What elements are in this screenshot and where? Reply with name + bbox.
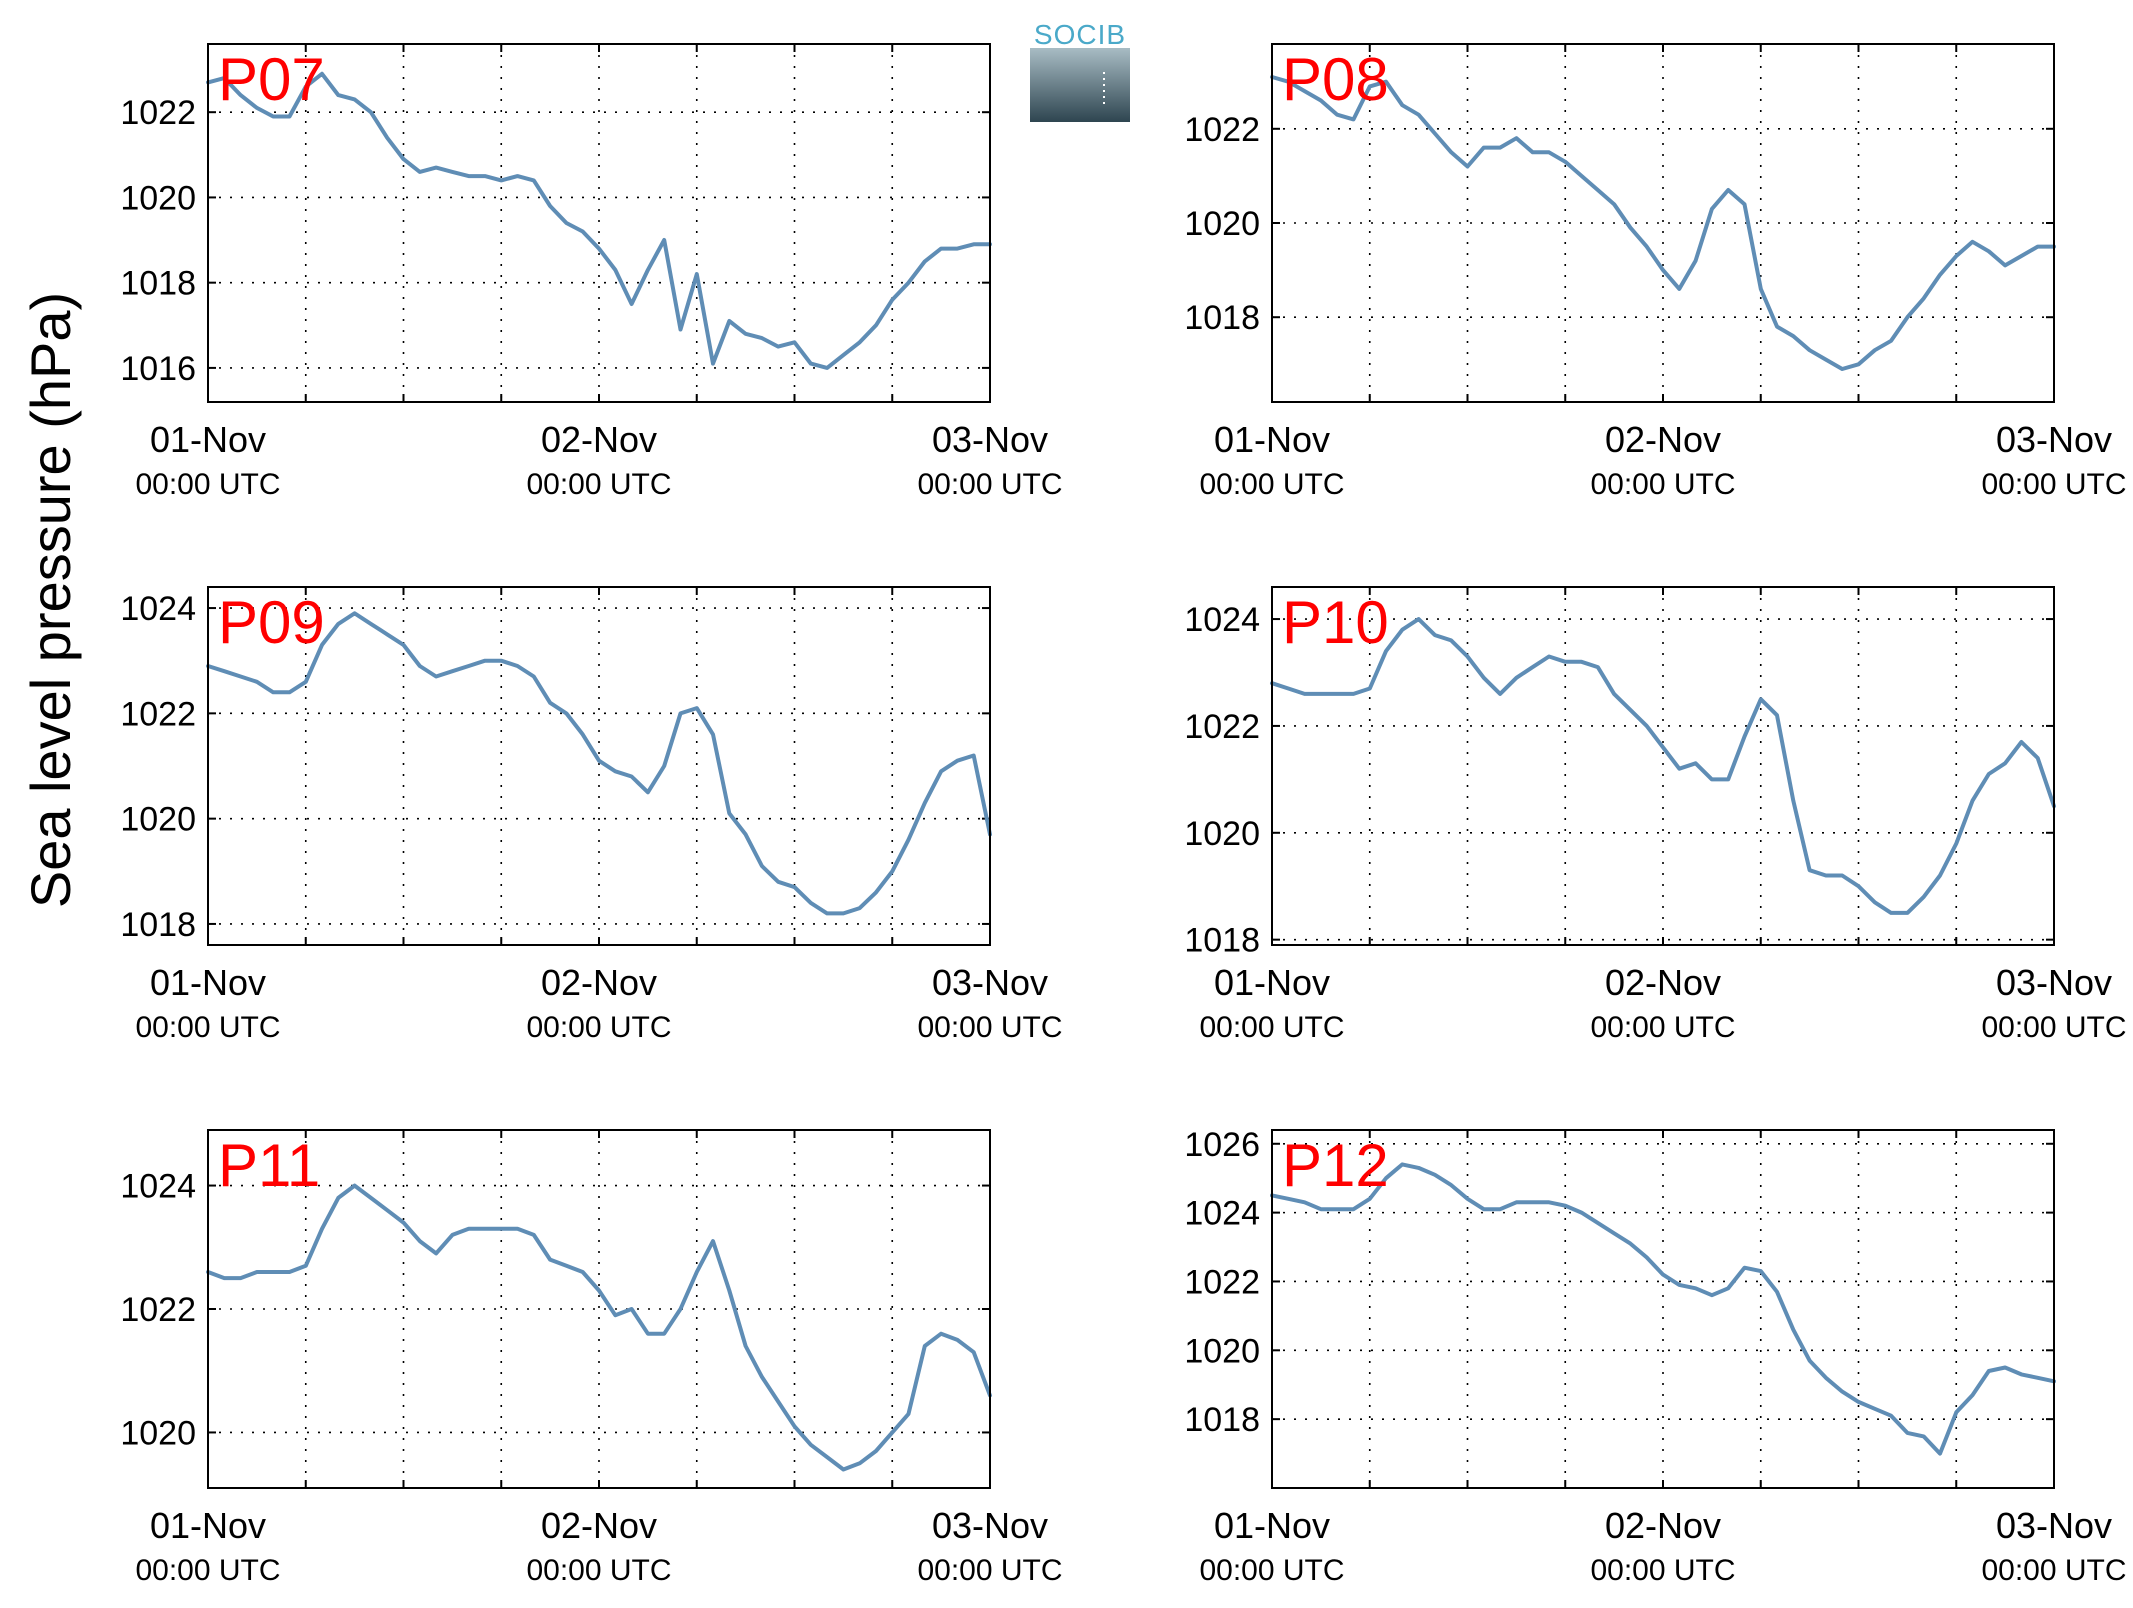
- y-tick-label: 1020: [1184, 205, 1260, 243]
- x-tick-label-time: 00:00 UTC: [526, 468, 671, 501]
- y-tick-label: 1018: [1184, 1401, 1260, 1439]
- x-tick-label-time: 00:00 UTC: [1199, 1011, 1344, 1044]
- x-tick-label-time: 00:00 UTC: [1199, 1554, 1344, 1587]
- series-line: [1270, 1162, 2056, 1456]
- series-line: [206, 71, 992, 370]
- x-tick-label-time: 00:00 UTC: [1199, 468, 1344, 501]
- x-tick-label-time: 00:00 UTC: [1981, 1554, 2126, 1587]
- logo-text: SOCIB: [1034, 19, 1126, 50]
- panel-p11: 1020 1022 1024 01-Nov 00:00 UTC 02-Nov 00:00 U…: [120, 1129, 1063, 1587]
- panel-p12: 1018 1020 1022 1024 1026 01-Nov 00:00 UTC 02-No…: [1184, 1126, 2126, 1587]
- x-tick-label-date: 02-Nov: [1605, 419, 1721, 460]
- x-tick-label-time: 00:00 UTC: [526, 1011, 671, 1044]
- series-line: [1270, 75, 2056, 371]
- station-label: P07: [218, 46, 325, 113]
- panel-p08: 1018 1020 1022 01-Nov 00:00 UTC 02-Nov 00:00 U…: [1184, 43, 2127, 501]
- y-tick-label: 1022: [120, 1291, 196, 1329]
- station-label: P11: [218, 1132, 320, 1199]
- plot-area: [1271, 43, 2055, 403]
- y-tick-label: 1022: [120, 695, 196, 733]
- series-line: [206, 611, 992, 916]
- y-tick-label: 1024: [120, 1168, 196, 1206]
- x-tick-label-time: 00:00 UTC: [917, 468, 1062, 501]
- y-tick-label: 1018: [120, 906, 196, 944]
- y-tick-label: 1022: [1184, 1263, 1260, 1301]
- x-tick-label-date: 02-Nov: [541, 1505, 657, 1546]
- x-tick-label-time: 00:00 UTC: [1590, 1011, 1735, 1044]
- x-tick-label-date: 03-Nov: [1996, 1505, 2112, 1546]
- x-tick-label-date: 02-Nov: [541, 962, 657, 1003]
- station-label: P09: [218, 589, 325, 656]
- plot-area: [207, 43, 991, 403]
- plot-area: [207, 586, 991, 946]
- x-tick-label-date: 03-Nov: [932, 962, 1048, 1003]
- y-tick-label: 1020: [120, 1414, 196, 1452]
- x-tick-label-date: 02-Nov: [1605, 1505, 1721, 1546]
- panel-p10: 1018 1020 1022 1024 01-Nov 00:00 UTC 02-Nov 00:…: [1184, 586, 2127, 1044]
- y-tick-label: 1022: [1184, 708, 1260, 746]
- x-tick-label-time: 00:00 UTC: [1981, 468, 2126, 501]
- y-tick-label: 1026: [1184, 1126, 1260, 1164]
- x-tick-label-date: 03-Nov: [932, 419, 1048, 460]
- y-tick-label: 1022: [1184, 111, 1260, 149]
- x-tick-label-time: 00:00 UTC: [917, 1554, 1062, 1587]
- x-tick-label-time: 00:00 UTC: [135, 1011, 280, 1044]
- socib-logo: SOCIB: [1030, 19, 1130, 122]
- series-line: [206, 1183, 992, 1472]
- y-axis-label: Sea level pressure (hPa): [19, 292, 82, 908]
- x-tick-label-time: 00:00 UTC: [135, 468, 280, 501]
- x-tick-label-date: 03-Nov: [1996, 419, 2112, 460]
- y-tick-label: 1024: [1184, 601, 1260, 639]
- y-tick-label: 1018: [1184, 299, 1260, 337]
- x-tick-label-date: 01-Nov: [150, 1505, 266, 1546]
- y-tick-label: 1024: [1184, 1195, 1260, 1233]
- y-tick-label: 1018: [1184, 922, 1260, 960]
- station-label: P08: [1282, 46, 1389, 113]
- station-label: P10: [1282, 589, 1389, 656]
- series-line: [1270, 617, 2056, 915]
- x-tick-label-time: 00:00 UTC: [526, 1554, 671, 1587]
- plot-area: [1271, 586, 2055, 946]
- x-tick-label-date: 01-Nov: [1214, 419, 1330, 460]
- x-tick-label-date: 02-Nov: [541, 419, 657, 460]
- station-label: P12: [1282, 1132, 1389, 1199]
- x-tick-label-date: 01-Nov: [150, 419, 266, 460]
- y-tick-label: 1022: [120, 94, 196, 132]
- x-tick-label-date: 03-Nov: [932, 1505, 1048, 1546]
- y-tick-label: 1020: [120, 179, 196, 217]
- x-tick-label-time: 00:00 UTC: [1981, 1011, 2126, 1044]
- plot-area: [207, 1129, 991, 1489]
- x-tick-label-time: 00:00 UTC: [1590, 1554, 1735, 1587]
- y-tick-label: 1020: [120, 801, 196, 839]
- x-tick-label-date: 01-Nov: [150, 962, 266, 1003]
- x-tick-label-date: 02-Nov: [1605, 962, 1721, 1003]
- y-tick-label: 1024: [120, 590, 196, 628]
- x-tick-label-time: 00:00 UTC: [1590, 468, 1735, 501]
- plot-area: [1271, 1129, 2055, 1489]
- panel-p07: 1016 1018 1020 1022 01-Nov 00:00 UTC 02-Nov 00:…: [120, 43, 1063, 501]
- x-tick-label-date: 01-Nov: [1214, 1505, 1330, 1546]
- x-tick-label-time: 00:00 UTC: [135, 1554, 280, 1587]
- y-tick-label: 1018: [120, 265, 196, 303]
- y-tick-label: 1016: [120, 350, 196, 388]
- y-tick-label: 1020: [1184, 815, 1260, 853]
- x-tick-label-time: 00:00 UTC: [917, 1011, 1062, 1044]
- y-tick-label: 1020: [1184, 1332, 1260, 1370]
- x-tick-label-date: 03-Nov: [1996, 962, 2112, 1003]
- x-tick-label-date: 01-Nov: [1214, 962, 1330, 1003]
- panel-p09: 1018 1020 1022 1024 01-Nov 00:00 UTC 02-Nov 00:…: [120, 586, 1063, 1044]
